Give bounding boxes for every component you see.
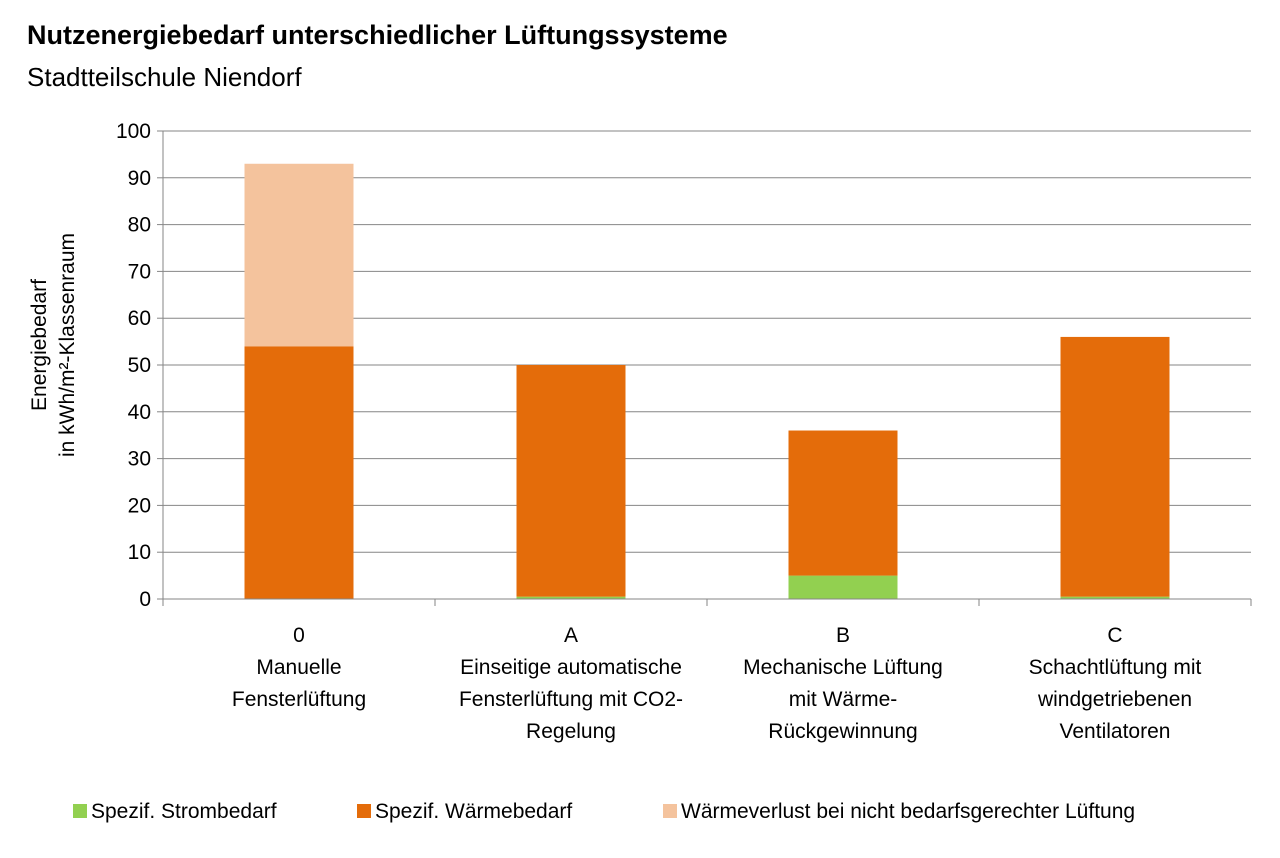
x-category-label: A bbox=[564, 624, 578, 647]
x-category-label: windgetriebenen bbox=[1037, 688, 1192, 711]
legend-swatch bbox=[663, 804, 677, 818]
legend-label: Spezif. Wärmebedarf bbox=[375, 800, 572, 823]
bar-segment bbox=[244, 346, 354, 599]
y-tick-label: 30 bbox=[128, 448, 151, 471]
x-category-label: Mechanische Lüftung bbox=[743, 656, 943, 679]
chart-title: Nutzenergiebedarf unterschiedlicher Lüft… bbox=[27, 20, 728, 50]
y-tick-label: 70 bbox=[128, 260, 151, 283]
y-axis-label-line: in kWh/m²-Klassenraum bbox=[56, 233, 79, 457]
y-tick-label: 90 bbox=[128, 167, 151, 190]
x-category-label: Fensterlüftung mit CO2- bbox=[459, 688, 683, 711]
y-tick-label: 100 bbox=[116, 120, 151, 143]
y-tick-label: 60 bbox=[128, 307, 151, 330]
legend-label: Wärmeverlust bei nicht bedarfsgerechter … bbox=[681, 800, 1135, 823]
bar-segment bbox=[1060, 336, 1170, 597]
chart-subtitle: Stadtteilschule Niendorf bbox=[27, 62, 302, 92]
x-category-label: Rückgewinnung bbox=[768, 720, 917, 743]
y-axis-label: Energiebedarf in kWh/m²-Klassenraum bbox=[28, 233, 79, 457]
x-category-label: C bbox=[1107, 624, 1122, 647]
bar-segment bbox=[1060, 596, 1170, 599]
bar-segment bbox=[516, 596, 626, 599]
bar-segment bbox=[788, 575, 898, 599]
y-tick-label: 50 bbox=[128, 354, 151, 377]
legend-swatch bbox=[357, 804, 371, 818]
x-category-label: Ventilatoren bbox=[1060, 720, 1171, 743]
x-category-label: Regelung bbox=[526, 720, 616, 743]
bar-segment bbox=[788, 430, 898, 576]
x-category-label: Einseitige automatische bbox=[460, 656, 682, 679]
x-category-label: Fensterlüftung bbox=[232, 688, 366, 711]
y-tick-label: 20 bbox=[128, 494, 151, 517]
y-tick-label: 10 bbox=[128, 541, 151, 564]
bar-segment bbox=[516, 365, 626, 597]
x-category-label: 0 bbox=[293, 624, 305, 647]
x-category-label: Schachtlüftung mit bbox=[1029, 656, 1202, 679]
bar-segment bbox=[244, 163, 354, 347]
x-category-label: mit Wärme- bbox=[789, 688, 898, 711]
y-tick-label: 80 bbox=[128, 214, 151, 237]
legend-swatch bbox=[73, 804, 87, 818]
x-category-label: B bbox=[836, 624, 850, 647]
y-axis-label-line: Energiebedarf bbox=[28, 279, 51, 411]
legend-label: Spezif. Strombedarf bbox=[91, 800, 277, 823]
y-tick-label: 40 bbox=[128, 401, 151, 424]
x-category-label: Manuelle bbox=[256, 656, 341, 679]
y-tick-label: 0 bbox=[139, 588, 151, 611]
